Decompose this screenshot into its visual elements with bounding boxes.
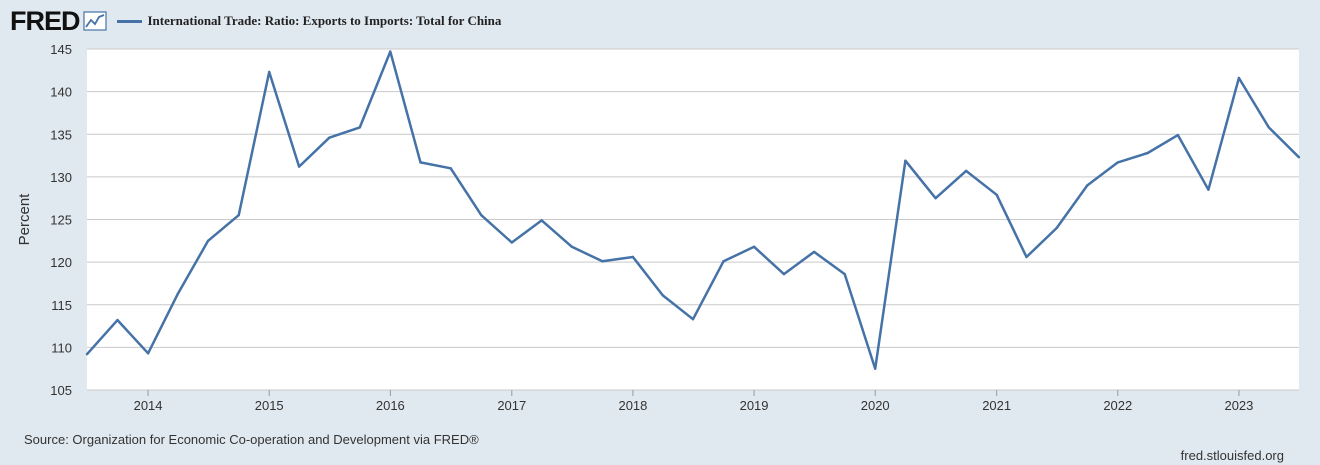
data-point[interactable] (328, 136, 331, 139)
x-tick-label: 2017 (497, 398, 526, 413)
y-tick-label: 145 (50, 42, 72, 57)
line-graph-icon (82, 11, 107, 31)
data-point[interactable] (206, 239, 210, 242)
data-point[interactable] (631, 255, 635, 259)
data-point[interactable] (874, 367, 877, 370)
data-point[interactable] (722, 260, 725, 263)
data-point[interactable] (904, 159, 907, 162)
x-tick-label: 2019 (740, 398, 769, 413)
data-point[interactable] (297, 165, 301, 168)
data-point[interactable] (1025, 255, 1028, 259)
y-tick-label: 130 (50, 170, 72, 185)
data-point[interactable] (934, 197, 937, 200)
data-point[interactable] (570, 245, 574, 248)
data-point[interactable] (146, 352, 150, 355)
data-point[interactable] (449, 167, 452, 170)
data-point[interactable] (540, 219, 543, 222)
data-point[interactable] (1207, 188, 1210, 191)
x-tick-label: 2015 (255, 398, 284, 413)
data-point[interactable] (1267, 126, 1271, 129)
fred-logo[interactable]: FRED (10, 5, 107, 36)
y-axis-tick-labels: 105 110 115 120 125 130 135 140 145 (50, 42, 72, 398)
x-tick-label: 2020 (861, 398, 890, 413)
data-point[interactable] (510, 241, 513, 244)
data-point[interactable] (843, 272, 846, 276)
x-tick-label: 2014 (134, 398, 163, 413)
x-tick-label: 2021 (982, 398, 1011, 413)
data-point[interactable] (782, 272, 786, 276)
legend-label: International Trade: Ratio: Exports to I… (147, 13, 502, 28)
data-point[interactable] (691, 318, 695, 321)
x-tick-label: 2018 (618, 398, 647, 413)
data-point[interactable] (268, 70, 271, 74)
data-point[interactable] (480, 214, 483, 217)
data-point[interactable] (419, 161, 422, 164)
x-tick-label: 2023 (1224, 398, 1253, 413)
y-tick-label: 125 (50, 213, 72, 228)
y-axis-label: Percent (16, 193, 33, 246)
data-point[interactable] (661, 294, 664, 297)
data-point[interactable] (752, 245, 756, 248)
data-point[interactable] (85, 353, 89, 356)
y-tick-label: 135 (50, 127, 72, 142)
data-point[interactable] (601, 260, 604, 263)
y-tick-label: 110 (51, 340, 72, 355)
series-layer (85, 50, 1301, 370)
chart-legend: International Trade: Ratio: Exports to I… (116, 13, 502, 29)
x-tick-label: 2022 (1103, 398, 1132, 413)
fred-logo-text: FRED (10, 5, 80, 36)
data-point[interactable] (1146, 151, 1149, 155)
chart-header: FRED International Trade: Ratio: Exports… (10, 6, 501, 36)
y-tick-label: 120 (50, 255, 72, 270)
data-point[interactable] (1116, 161, 1120, 164)
y-tick-label: 140 (50, 85, 72, 100)
data-point[interactable] (237, 214, 240, 217)
data-point[interactable] (176, 292, 180, 295)
data-point[interactable] (116, 318, 119, 322)
site-url[interactable]: fred.stlouisfed.org (1180, 448, 1284, 463)
x-tick-label: 2016 (376, 398, 405, 413)
data-point[interactable] (389, 50, 392, 53)
data-point[interactable] (812, 250, 816, 254)
data-point[interactable] (1237, 76, 1241, 80)
data-point[interactable] (358, 126, 361, 129)
data-point[interactable] (1297, 156, 1301, 159)
data-point[interactable] (964, 169, 968, 173)
data-point[interactable] (1176, 133, 1180, 137)
y-tick-label: 115 (51, 298, 72, 313)
x-axis-tick-labels: 2014 2015 2016 2017 2018 2019 2020 2021 2022 2023 (134, 390, 1253, 413)
y-tick-label: 105 (50, 383, 72, 398)
data-point[interactable] (1086, 184, 1089, 187)
data-point[interactable] (995, 193, 998, 196)
legend-swatch (116, 19, 142, 23)
source-note: Source: Organization for Economic Co-ope… (24, 432, 479, 447)
data-point[interactable] (1055, 226, 1058, 230)
